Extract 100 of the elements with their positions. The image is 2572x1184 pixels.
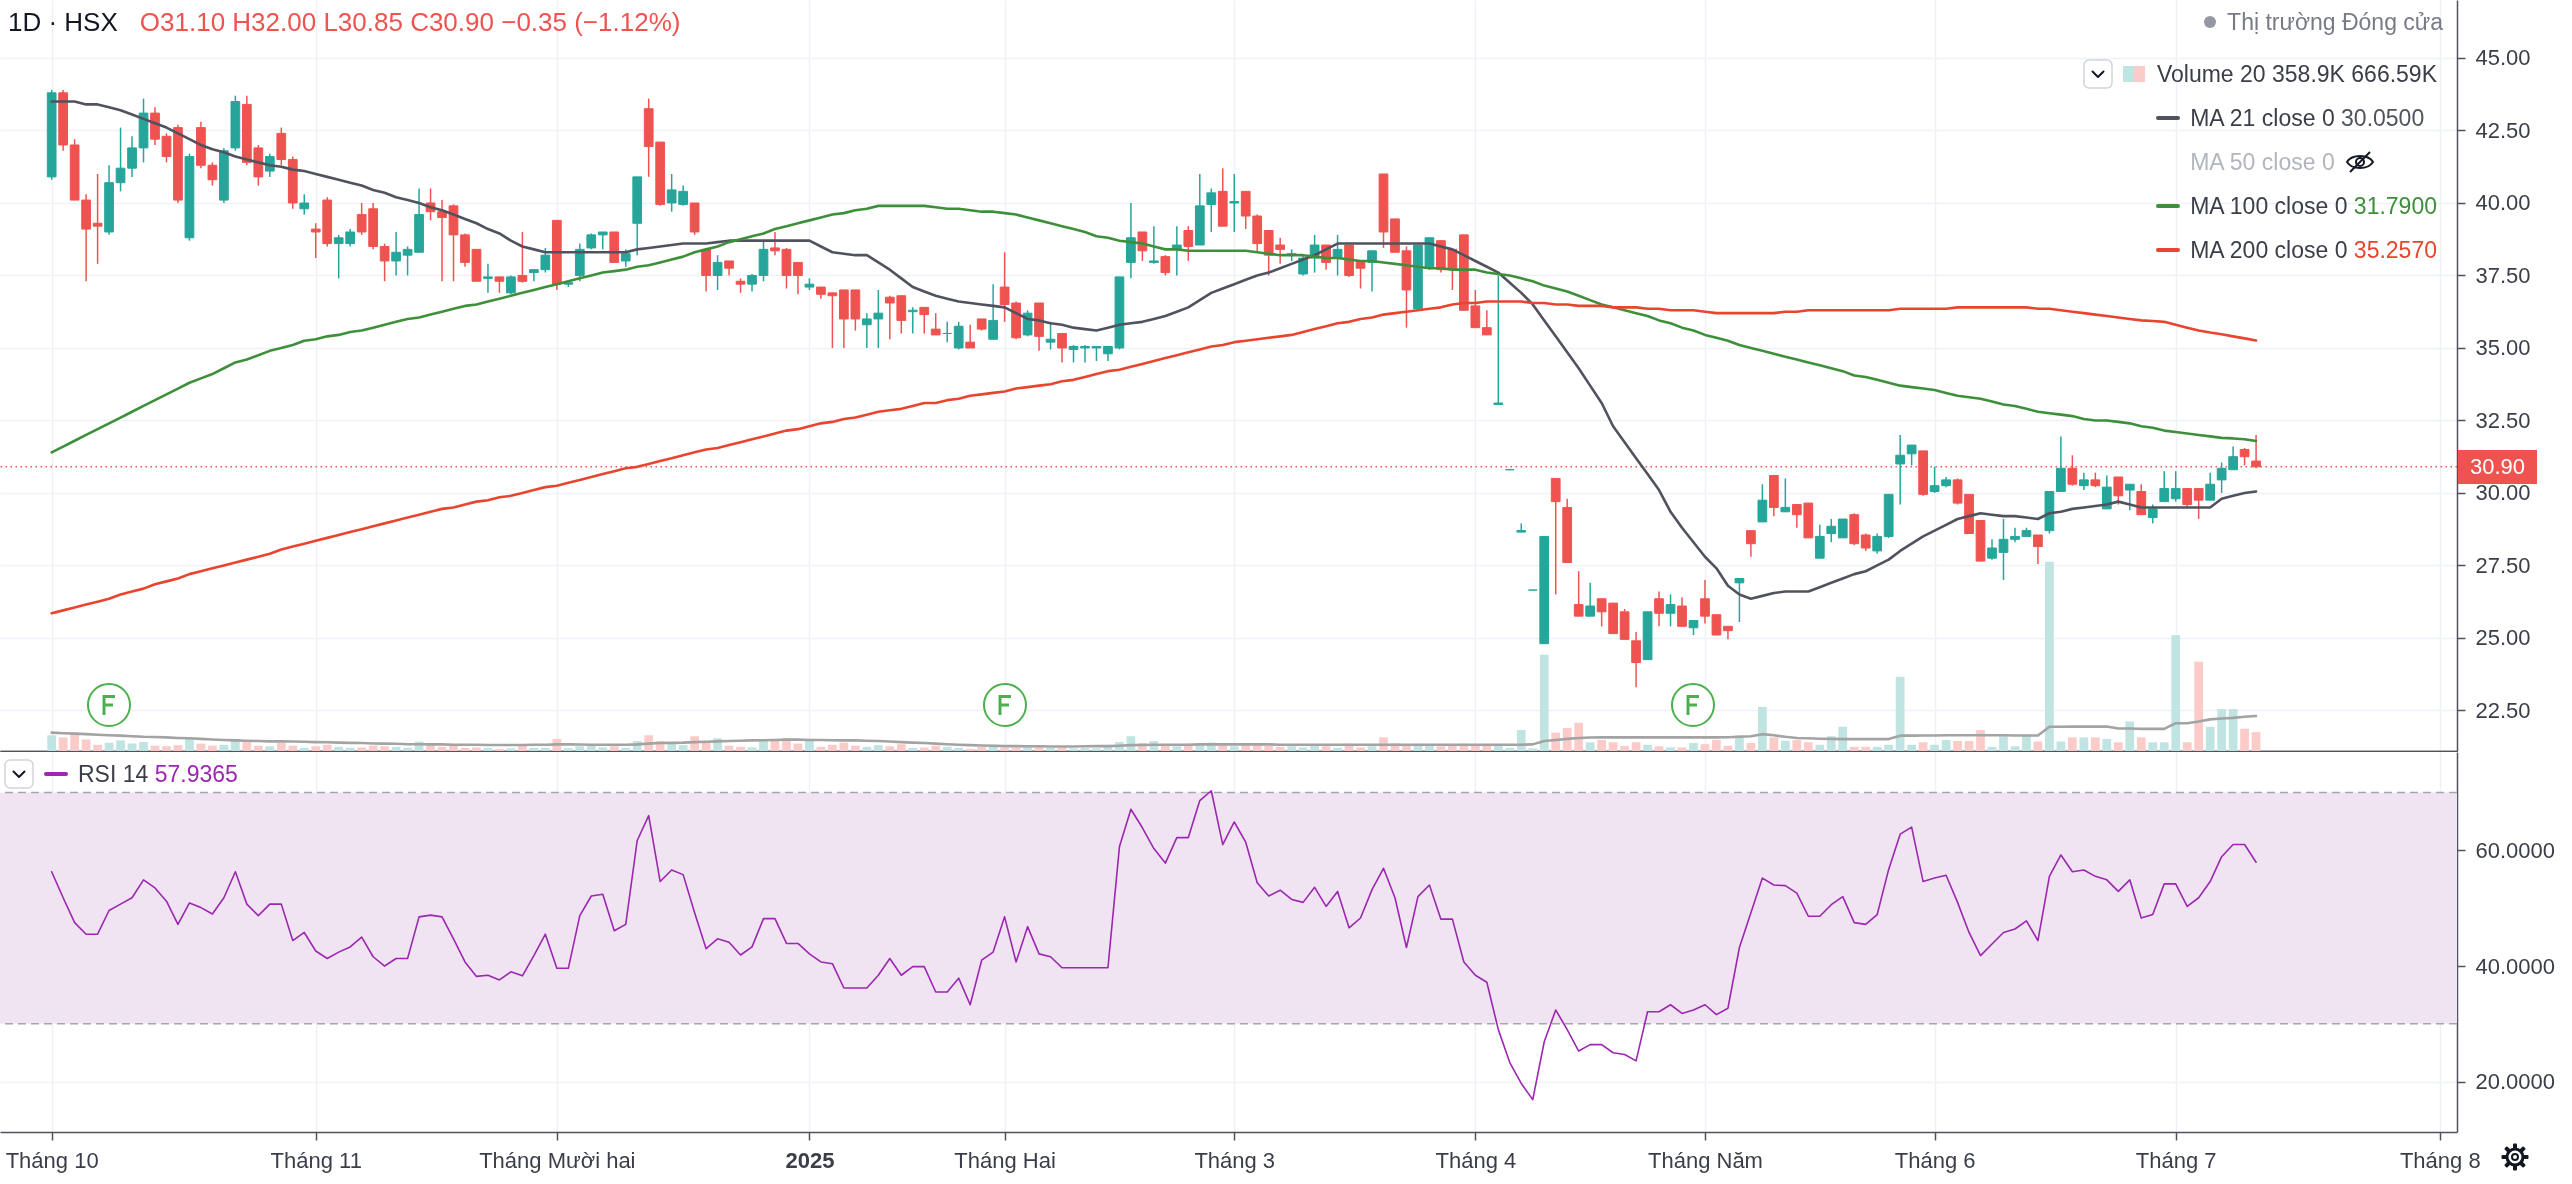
bar: [908, 747, 918, 751]
candlestick: [1906, 444, 1917, 467]
candlestick: [965, 324, 976, 349]
bar: [1803, 742, 1813, 751]
bar: [1046, 747, 1055, 751]
bar: [896, 744, 906, 751]
bar: [1229, 746, 1239, 751]
ref-line-label: 30.90: [2470, 453, 2526, 479]
bar: [1849, 746, 1859, 751]
bar: [977, 746, 987, 751]
bar: [1689, 743, 1698, 751]
bar: [541, 747, 550, 751]
bar: [1666, 747, 1675, 751]
candlestick: [2170, 470, 2181, 503]
bar: [1505, 747, 1515, 751]
bar: [1528, 748, 1538, 751]
bar: [47, 735, 57, 751]
bar: [1356, 747, 1365, 751]
bar: [506, 748, 516, 751]
bar: [1321, 746, 1331, 751]
candlestick: [1149, 225, 1159, 265]
bar: [1310, 745, 1319, 751]
candlestick: [2136, 483, 2147, 516]
bar: [1069, 748, 1078, 751]
candlestick: [1734, 577, 1745, 623]
bar: [2205, 726, 2215, 751]
candlestick: [1481, 309, 1492, 336]
bar: [2102, 738, 2112, 751]
candlestick: [1746, 529, 1756, 558]
x-tick-label: Tháng 10: [5, 1147, 99, 1173]
x-tick-label: Tháng 11: [270, 1147, 362, 1173]
bar: [931, 745, 941, 751]
candlestick: [379, 242, 390, 283]
bar: [58, 737, 68, 751]
x-tick-label: 2025: [785, 1147, 835, 1173]
text: MA 50 close 0: [2190, 148, 2335, 176]
y-tick-label: 45.00: [2475, 45, 2531, 71]
bar: [368, 745, 378, 751]
bar: [2182, 742, 2192, 751]
bar: [1780, 740, 1790, 751]
bar: [1367, 746, 1377, 751]
bar: [380, 746, 389, 751]
candlestick: [712, 254, 723, 291]
bar: [1930, 744, 1939, 751]
y-tick-label: 40.00: [2475, 190, 2531, 216]
bar: [1838, 726, 1848, 751]
candlestick: [2124, 483, 2135, 512]
bar: [2240, 728, 2249, 751]
bar: [873, 745, 883, 751]
bar: [575, 746, 585, 751]
bar: [1287, 746, 1297, 751]
bar: [2022, 735, 2031, 751]
y-tick-label: 42.50: [2475, 117, 2531, 143]
bar: [1092, 748, 1101, 751]
candlestick: [1826, 518, 1837, 543]
candlestick: [92, 173, 103, 265]
bar: [1700, 744, 1710, 751]
bar: [2194, 661, 2204, 751]
bar: [609, 746, 619, 751]
y-tick-label: 25.00: [2475, 625, 2531, 651]
bar: [253, 745, 263, 751]
candlestick: [2113, 476, 2124, 506]
candlestick: [1206, 187, 1217, 233]
bar: [93, 744, 102, 751]
bar: [828, 744, 837, 751]
bar: [1654, 746, 1664, 751]
bar: [2068, 737, 2077, 751]
x-tick-label: Tháng 4: [1435, 1147, 1517, 1173]
bar: [2113, 742, 2123, 751]
bar: [885, 746, 895, 751]
bar: [139, 742, 148, 751]
bar: [598, 747, 608, 751]
candlestick: [919, 306, 930, 335]
x-tick-label: Tháng Năm: [1648, 1147, 1763, 1173]
line-series: [50, 789, 2257, 1101]
y-tick-label: 27.50: [2475, 552, 2531, 578]
bar: [288, 745, 298, 751]
candlestick: [953, 321, 964, 351]
legend-label: MA 200 close 0 35.2570: [2190, 236, 2437, 264]
bar: [2171, 635, 2181, 751]
bar: [621, 747, 631, 751]
bar: [1872, 746, 1882, 751]
chart-subtitle: O31.10 H32.00 L30.85 C30.90 −0.35 (−1.12%): [139, 6, 681, 39]
candlestick: [1585, 582, 1596, 617]
bar: [919, 747, 929, 751]
bar: [81, 739, 91, 751]
candlestick: [1677, 596, 1687, 628]
candlestick: [517, 231, 528, 284]
bar: [2148, 742, 2158, 751]
bar: [1677, 747, 1687, 751]
candlestick: [1757, 483, 1768, 523]
candlestick: [1837, 518, 1848, 539]
bar: [1574, 722, 1584, 751]
bar: [1172, 746, 1182, 751]
bar: [311, 746, 321, 751]
bar: [850, 745, 860, 751]
bar: [1953, 740, 1962, 751]
bar: [208, 745, 217, 751]
bar: [116, 740, 125, 751]
y-tick-label: 60.0000: [2475, 837, 2556, 863]
